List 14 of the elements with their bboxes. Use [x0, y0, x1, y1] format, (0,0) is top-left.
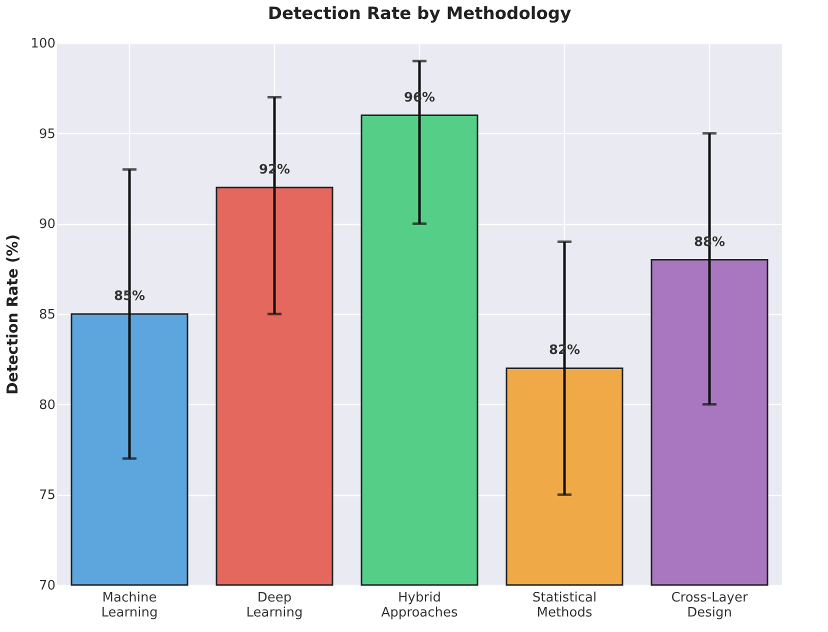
x-tick-label: Machine Learning: [101, 590, 158, 620]
y-tick-label: 70: [38, 578, 56, 594]
y-tick-label: 85: [38, 308, 56, 322]
y-tick-label: 90: [38, 217, 56, 232]
x-tick-label: Cross-Layer Design: [671, 590, 748, 620]
y-tick-label: 75: [38, 488, 56, 504]
y-tick-label: 100: [30, 36, 56, 52]
y-tick-label: 80: [38, 398, 56, 413]
x-tick-label: Deep Learning: [246, 590, 303, 620]
y-axis-title: Detection Rate (%): [4, 234, 22, 395]
x-tick-label: Statistical Methods: [532, 590, 597, 620]
chart-title: Detection Rate by Methodology: [268, 4, 572, 24]
y-tick-label: 95: [38, 126, 56, 142]
x-tick-label: Hybrid Approaches: [381, 590, 458, 620]
